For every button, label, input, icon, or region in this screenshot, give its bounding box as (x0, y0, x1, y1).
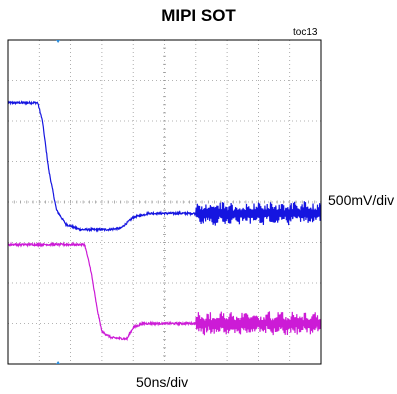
grid (7, 39, 322, 365)
horizontal-scale-label: 50ns/div (136, 374, 189, 390)
chart-title: MIPI SOT (161, 6, 236, 25)
trigger-markers (56, 40, 61, 364)
trigger-position-bottom-marker (56, 361, 61, 364)
channel-1-trace (7, 100, 322, 233)
plot-frame (7, 39, 322, 365)
channel-2-trace (7, 241, 322, 342)
vertical-scale-label: 500mV/div (328, 192, 395, 208)
trigger-position-top-marker (56, 40, 61, 43)
traces (7, 100, 322, 342)
figure-tag: toc13 (293, 27, 318, 38)
